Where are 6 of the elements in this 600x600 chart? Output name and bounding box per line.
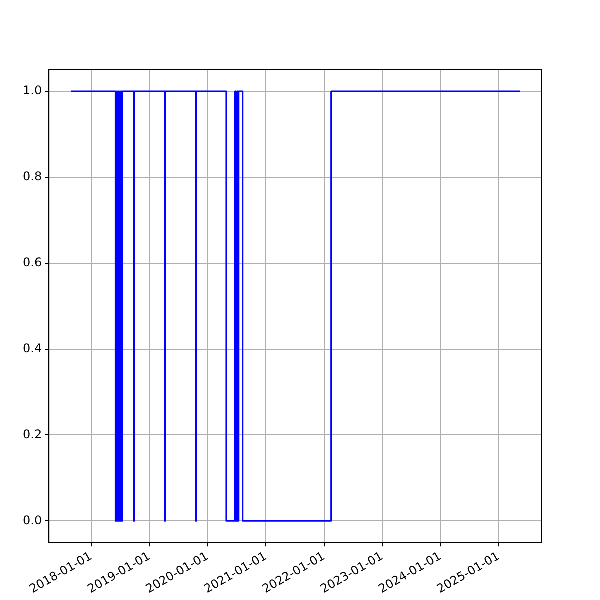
y-tick-label: 0.4 (22, 341, 42, 356)
y-tick-label: 0.8 (22, 170, 42, 184)
y-tick-label: 0.0 (22, 513, 42, 528)
y-tick-label: 0.6 (22, 255, 42, 270)
y-tick-label: 0.2 (22, 427, 42, 442)
y-tick-label: 1.0 (22, 84, 42, 98)
